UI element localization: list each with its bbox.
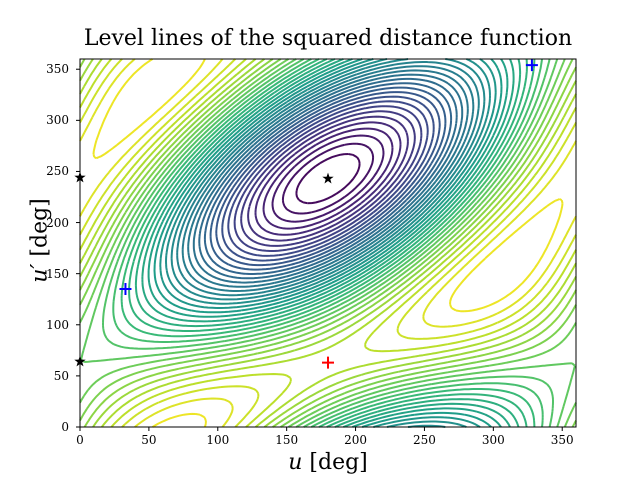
- plot-frame: [79, 58, 577, 428]
- x-tick-label: 100: [206, 433, 230, 447]
- x-axis-var: u: [288, 450, 303, 475]
- plus-marker: [322, 356, 334, 369]
- contour-level: [79, 58, 577, 428]
- contour-level: [281, 142, 375, 215]
- contour-lines: [79, 58, 577, 428]
- contour-level: [79, 58, 577, 428]
- contour-level: [79, 58, 577, 428]
- contour-level: [181, 65, 475, 292]
- contour-level: [176, 61, 480, 297]
- x-tick-label: 0: [76, 433, 84, 447]
- contour-level: [203, 82, 453, 275]
- contour-level: [227, 100, 429, 257]
- contour-level: [79, 58, 577, 428]
- chart-title: Level lines of the squared distance func…: [83, 26, 573, 51]
- contour-level: [215, 91, 441, 267]
- contour-level: [262, 127, 394, 230]
- contour-level: [80, 58, 576, 428]
- star-marker: [322, 172, 334, 184]
- contour-level: [79, 58, 577, 428]
- y-tick-label: 0: [61, 420, 69, 434]
- axis-ticks: [76, 68, 563, 431]
- plus-marker: [525, 59, 538, 72]
- contour-level: [240, 110, 416, 247]
- contour-level: [92, 58, 564, 428]
- contour-level: [79, 58, 577, 428]
- y-tick-label: 100: [46, 317, 69, 332]
- contour-level: [79, 58, 577, 428]
- contour-level: [221, 95, 435, 262]
- contour-level: [79, 58, 577, 428]
- contour-level: [295, 153, 361, 205]
- x-tick-label: 200: [344, 433, 367, 447]
- x-tick-label: 250: [412, 433, 436, 447]
- plus-marker: [119, 283, 132, 295]
- contour-level: [198, 77, 458, 280]
- contour-level: [102, 58, 554, 428]
- contour-level: [209, 86, 447, 271]
- y-tick-label: 300: [46, 113, 69, 128]
- contour-level: [233, 105, 423, 252]
- y-tick-label: 200: [46, 215, 69, 230]
- contour-level: [271, 134, 385, 223]
- x-axis-label: u [deg]: [0, 450, 640, 475]
- contour-level: [254, 121, 402, 236]
- x-tick-label: 350: [550, 433, 574, 447]
- contour-level: [187, 69, 469, 288]
- x-tick-label: 300: [481, 433, 505, 447]
- y-axis-unit: [deg]: [27, 198, 53, 264]
- x-tick-label: 50: [141, 433, 157, 447]
- y-tick-label: 250: [46, 164, 69, 179]
- contour-level: [247, 115, 409, 242]
- y-tick-label: 350: [46, 62, 69, 77]
- contour-level: [192, 73, 464, 284]
- y-tick-label: 150: [46, 266, 69, 281]
- y-tick-label: 50: [53, 368, 69, 383]
- x-tick-label: 150: [275, 433, 299, 447]
- x-axis-unit: [deg]: [302, 450, 368, 475]
